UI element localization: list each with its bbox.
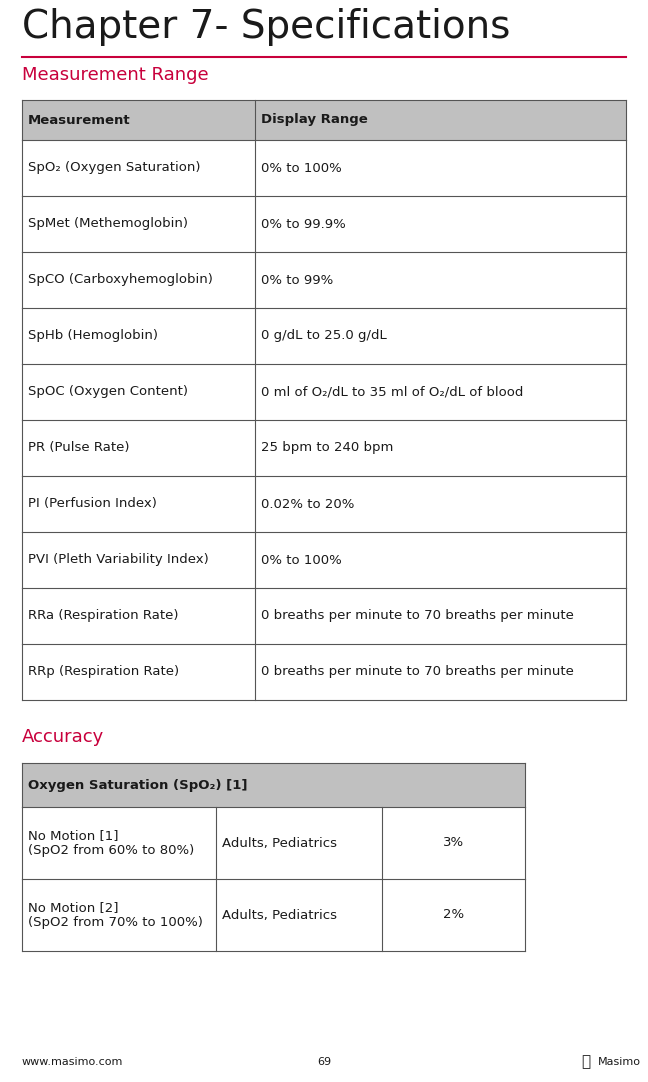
Bar [22, 252, 626, 308]
Text: PI (Perfusion Index): PI (Perfusion Index) [28, 498, 157, 511]
Bar [22, 588, 626, 644]
Text: www.masimo.com: www.masimo.com [22, 1057, 123, 1067]
Text: RRa (Respiration Rate): RRa (Respiration Rate) [28, 609, 178, 622]
Text: (SpO2 from 70% to 100%): (SpO2 from 70% to 100%) [28, 916, 203, 929]
Bar [22, 364, 626, 420]
Bar [22, 308, 626, 364]
Text: PR (Pulse Rate): PR (Pulse Rate) [28, 441, 130, 454]
Text: Adults, Pediatrics: Adults, Pediatrics [222, 836, 337, 849]
Text: SpO₂ (Oxygen Saturation): SpO₂ (Oxygen Saturation) [28, 161, 200, 174]
Text: 0 breaths per minute to 70 breaths per minute: 0 breaths per minute to 70 breaths per m… [260, 665, 573, 678]
Text: No Motion [2]: No Motion [2] [28, 901, 119, 914]
Text: PVI (Pleth Variability Index): PVI (Pleth Variability Index) [28, 554, 209, 567]
Text: 0 ml of O₂/dL to 35 ml of O₂/dL of blood: 0 ml of O₂/dL to 35 ml of O₂/dL of blood [260, 385, 523, 398]
Bar [22, 879, 525, 951]
Bar [22, 763, 525, 807]
Text: 0 g/dL to 25.0 g/dL: 0 g/dL to 25.0 g/dL [260, 330, 386, 343]
Text: 0 breaths per minute to 70 breaths per minute: 0 breaths per minute to 70 breaths per m… [260, 609, 573, 622]
Text: Oxygen Saturation (SpO₂) [1]: Oxygen Saturation (SpO₂) [1] [28, 779, 248, 792]
Text: No Motion [1]: No Motion [1] [28, 829, 119, 842]
Bar [22, 644, 626, 700]
Text: 69: 69 [317, 1057, 331, 1067]
Bar [22, 196, 626, 252]
Text: Measurement Range: Measurement Range [22, 66, 209, 84]
Text: 0% to 100%: 0% to 100% [260, 554, 341, 567]
Bar [22, 476, 626, 532]
Text: Accuracy: Accuracy [22, 728, 104, 745]
Bar [22, 532, 626, 588]
Text: Chapter 7- Specifications: Chapter 7- Specifications [22, 8, 511, 47]
Text: 2%: 2% [443, 909, 464, 922]
Text: 25 bpm to 240 bpm: 25 bpm to 240 bpm [260, 441, 393, 454]
Text: 0% to 99%: 0% to 99% [260, 274, 333, 287]
Text: RRp (Respiration Rate): RRp (Respiration Rate) [28, 665, 179, 678]
Text: Ⓜ: Ⓜ [581, 1055, 590, 1069]
Text: SpHb (Hemoglobin): SpHb (Hemoglobin) [28, 330, 158, 343]
Text: 3%: 3% [443, 836, 464, 849]
Text: Masimo: Masimo [598, 1057, 641, 1067]
Text: Adults, Pediatrics: Adults, Pediatrics [222, 909, 337, 922]
Text: SpMet (Methemoglobin): SpMet (Methemoglobin) [28, 217, 188, 230]
Bar [22, 140, 626, 196]
Text: 0% to 99.9%: 0% to 99.9% [260, 217, 345, 230]
Bar [22, 420, 626, 476]
Text: Measurement: Measurement [28, 114, 131, 127]
Text: Display Range: Display Range [260, 114, 367, 127]
Text: SpOC (Oxygen Content): SpOC (Oxygen Content) [28, 385, 188, 398]
Text: 0% to 100%: 0% to 100% [260, 161, 341, 174]
Text: (SpO2 from 60% to 80%): (SpO2 from 60% to 80%) [28, 844, 194, 857]
Bar [22, 807, 525, 879]
Bar [22, 100, 626, 140]
Text: SpCO (Carboxyhemoglobin): SpCO (Carboxyhemoglobin) [28, 274, 213, 287]
Text: 0.02% to 20%: 0.02% to 20% [260, 498, 354, 511]
